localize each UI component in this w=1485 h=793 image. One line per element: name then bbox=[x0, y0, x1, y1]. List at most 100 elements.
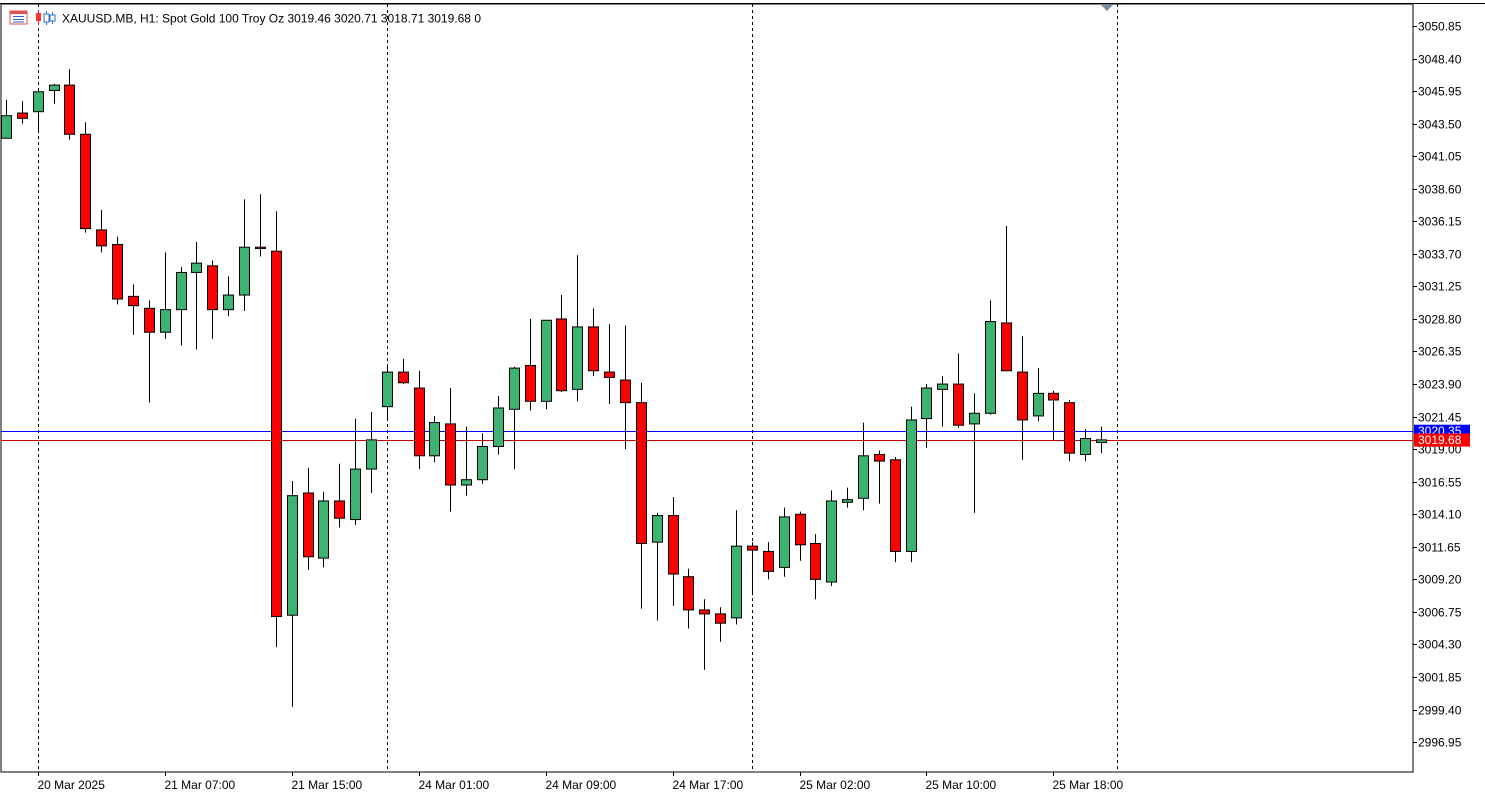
candle[interactable] bbox=[176, 267, 187, 346]
candle[interactable] bbox=[160, 252, 171, 339]
bull-candle-body bbox=[937, 383, 948, 390]
candle[interactable] bbox=[461, 426, 472, 496]
candle[interactable] bbox=[1033, 368, 1044, 422]
candle[interactable] bbox=[509, 366, 520, 470]
candle[interactable] bbox=[1, 99, 12, 139]
candle[interactable] bbox=[699, 599, 710, 670]
candle[interactable] bbox=[572, 255, 583, 402]
candle[interactable] bbox=[921, 384, 932, 448]
candle[interactable] bbox=[49, 83, 60, 104]
bull-candle-body bbox=[969, 412, 980, 425]
candle[interactable] bbox=[1001, 225, 1012, 372]
candle[interactable] bbox=[414, 370, 425, 470]
candle[interactable] bbox=[937, 376, 948, 427]
price-tick-label: 2999.40 bbox=[1418, 704, 1462, 718]
candle[interactable] bbox=[525, 318, 536, 411]
candle[interactable] bbox=[1080, 429, 1091, 462]
bear-candle-body bbox=[414, 387, 425, 457]
candle[interactable] bbox=[588, 308, 599, 377]
time-tick-label: 21 Mar 15:00 bbox=[292, 778, 363, 792]
price-lines bbox=[1, 431, 1413, 441]
candle[interactable] bbox=[763, 542, 774, 580]
bull-candle-body bbox=[826, 500, 837, 583]
candle[interactable] bbox=[350, 418, 361, 525]
candle[interactable] bbox=[207, 260, 218, 339]
candle[interactable] bbox=[620, 325, 631, 450]
price-tick-label: 3050.85 bbox=[1418, 20, 1462, 34]
candle[interactable] bbox=[445, 388, 456, 512]
candle[interactable] bbox=[287, 481, 298, 707]
candle[interactable] bbox=[80, 122, 91, 233]
scroll-marker-icon[interactable] bbox=[1101, 5, 1113, 11]
candle[interactable] bbox=[953, 353, 964, 428]
candle[interactable] bbox=[318, 491, 329, 568]
candle[interactable] bbox=[731, 510, 742, 625]
ask-price-badge: 3019.68 bbox=[1414, 433, 1470, 447]
candle[interactable] bbox=[556, 295, 567, 393]
bull-candle-body bbox=[858, 455, 869, 499]
candle[interactable] bbox=[303, 467, 314, 571]
candle[interactable] bbox=[858, 422, 869, 511]
candle[interactable] bbox=[366, 411, 377, 493]
candle[interactable] bbox=[874, 450, 885, 504]
candle[interactable] bbox=[715, 607, 726, 642]
time-axis[interactable]: 20 Mar 2025 21 Mar 07:00 21 Mar 15:00 24 Ma… bbox=[38, 772, 1124, 792]
candle[interactable] bbox=[477, 433, 488, 484]
time-tick-label: 24 Mar 09:00 bbox=[546, 778, 617, 792]
candle[interactable] bbox=[1017, 336, 1028, 460]
candle[interactable] bbox=[33, 89, 44, 131]
candle[interactable] bbox=[541, 319, 552, 410]
candle[interactable] bbox=[795, 511, 806, 561]
candle[interactable] bbox=[128, 284, 139, 335]
candle[interactable] bbox=[1064, 399, 1075, 462]
bear-candle-body bbox=[874, 453, 885, 462]
candle[interactable] bbox=[969, 393, 980, 513]
candle[interactable] bbox=[1048, 390, 1059, 440]
candle[interactable] bbox=[826, 490, 837, 586]
candle[interactable] bbox=[668, 496, 679, 606]
price-axis[interactable]: 3050.85 3048.40 3045.95 3043.50 3041.05 3038.… bbox=[1413, 20, 1462, 750]
candle[interactable] bbox=[810, 534, 821, 600]
bear-candle-body bbox=[112, 244, 123, 300]
candle[interactable] bbox=[17, 101, 28, 124]
candle[interactable] bbox=[890, 457, 901, 563]
candle[interactable] bbox=[144, 300, 155, 403]
candle[interactable] bbox=[398, 358, 409, 385]
candle[interactable] bbox=[747, 542, 758, 596]
bear-candle-body bbox=[303, 492, 314, 558]
bull-candle-body bbox=[287, 495, 298, 616]
price-tick-label: 3048.40 bbox=[1418, 53, 1462, 67]
candle[interactable] bbox=[112, 236, 123, 305]
time-tick-label: 24 Mar 17:00 bbox=[673, 778, 744, 792]
candle[interactable] bbox=[223, 276, 234, 317]
candle[interactable] bbox=[604, 324, 615, 404]
candle[interactable] bbox=[64, 69, 75, 140]
time-tick-label: 25 Mar 18:00 bbox=[1053, 778, 1124, 792]
candle[interactable] bbox=[779, 507, 790, 577]
price-tick-label: 3021.45 bbox=[1418, 411, 1462, 425]
candle[interactable] bbox=[96, 210, 107, 253]
candle[interactable] bbox=[636, 382, 647, 609]
candle[interactable] bbox=[334, 463, 345, 528]
candle[interactable] bbox=[985, 300, 996, 415]
price-tick-label: 3033.70 bbox=[1418, 248, 1462, 262]
bull-candle-body bbox=[842, 499, 853, 503]
candle[interactable] bbox=[1096, 426, 1107, 454]
candle[interactable] bbox=[239, 199, 250, 311]
candle[interactable] bbox=[652, 512, 663, 621]
candlestick-chart-icon[interactable] bbox=[36, 10, 56, 25]
candle[interactable] bbox=[382, 364, 393, 419]
price-tick-label: 3009.20 bbox=[1418, 573, 1462, 587]
candle[interactable] bbox=[683, 568, 694, 629]
candle[interactable] bbox=[842, 487, 853, 508]
chart-window-icon[interactable] bbox=[9, 10, 28, 25]
candle[interactable] bbox=[429, 415, 440, 463]
candle[interactable] bbox=[271, 211, 282, 648]
candle[interactable] bbox=[255, 194, 266, 257]
candle[interactable] bbox=[191, 241, 202, 350]
bull-candle-body bbox=[572, 326, 583, 390]
candle[interactable] bbox=[493, 396, 504, 455]
candle[interactable] bbox=[906, 406, 917, 563]
